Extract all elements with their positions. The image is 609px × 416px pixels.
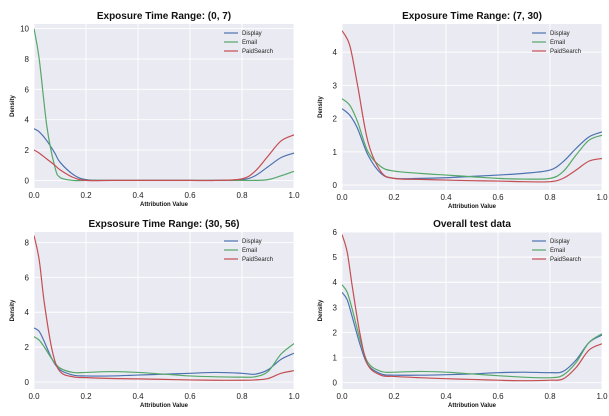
legend-label: Email	[550, 248, 565, 254]
x-tick-label: 0.0	[336, 392, 348, 401]
legend-label: PaidSearch	[242, 49, 273, 55]
legend-label: Email	[242, 40, 257, 46]
x-tick-label: 0.4	[440, 193, 452, 202]
series-line-display	[34, 327, 294, 377]
y-tick-label: 1	[333, 354, 338, 363]
chart-title: Exposure Time Range: (0, 7)	[97, 11, 231, 22]
y-tick-label: 8	[25, 55, 30, 64]
x-tick-label: 0.6	[184, 392, 196, 401]
legend-label: Display	[550, 239, 570, 245]
series-line-paidsearch	[342, 30, 602, 183]
chart-title: Expsosure Time Range: (30, 56)	[89, 219, 240, 230]
series-line-email	[342, 98, 602, 180]
y-tick-label: 3	[333, 303, 338, 312]
x-tick-label: 0.6	[184, 191, 196, 200]
y-tick-label: 2	[333, 115, 338, 124]
chart-panel-1: 0.0 0.2 0.4 0.6 0.8 1.0 0 2 4 6 8 10 Exposure Time R…	[10, 11, 300, 208]
plot-background	[342, 232, 602, 389]
series-line-paidsearch	[342, 234, 602, 382]
plot-background	[34, 232, 294, 389]
x-tick-label: 1.0	[596, 392, 608, 401]
y-tick-label: 5	[333, 253, 338, 262]
y-axis-label: Density	[10, 299, 16, 321]
x-axis-label: Attribution Value	[448, 204, 497, 210]
x-tick-label: 0.0	[28, 191, 40, 200]
y-tick-label: 8	[25, 238, 30, 247]
x-tick-label: 0.2	[388, 392, 400, 401]
x-tick-label: 1.0	[288, 392, 300, 401]
y-tick-label: 0	[333, 379, 338, 388]
y-tick-label: 2	[25, 146, 30, 155]
x-tick-label: 0.4	[132, 191, 144, 200]
legend: Display Email PaidSearch	[224, 239, 273, 263]
x-tick-label: 0.8	[544, 392, 556, 401]
chart-panel-4: 0.0 0.2 0.4 0.6 0.8 1.0 0 1 2 3 4 5 6 Overall test da…	[318, 219, 608, 409]
x-tick-label: 1.0	[596, 193, 608, 202]
y-tick-label: 10	[20, 25, 29, 34]
y-axis-label: Density	[10, 95, 16, 117]
legend-label: Display	[242, 239, 262, 245]
y-tick-label: 2	[25, 343, 30, 352]
legend-label: Email	[242, 248, 257, 254]
chart-panel-2: 0.0 0.2 0.4 0.6 0.8 1.0 0 1 2 3 4 Exposure Time Ran…	[318, 11, 608, 210]
y-tick-label: 0	[333, 181, 338, 190]
y-axis-label: Density	[318, 299, 324, 321]
x-tick-label: 0.2	[388, 193, 400, 202]
legend-label: PaidSearch	[242, 257, 273, 263]
x-axis-label: Attribution Value	[140, 202, 189, 208]
series-line-display	[342, 108, 602, 180]
y-axis-label: Density	[318, 96, 324, 118]
y-tick-label: 2	[333, 328, 338, 337]
legend: Display Email PaidSearch	[532, 239, 581, 263]
y-tick-label: 6	[25, 85, 30, 94]
x-tick-label: 0.4	[132, 392, 144, 401]
series-line-email	[342, 284, 602, 379]
x-tick-label: 0.8	[544, 193, 556, 202]
series-line-display	[342, 291, 602, 376]
plot-background	[34, 24, 294, 188]
x-tick-label: 0.8	[236, 392, 248, 401]
x-tick-label: 0.4	[440, 392, 452, 401]
legend: Display Email PaidSearch	[224, 31, 273, 55]
y-tick-label: 4	[333, 48, 338, 57]
y-tick-label: 0	[25, 378, 30, 387]
x-tick-label: 0.2	[80, 191, 92, 200]
legend-label: Display	[242, 31, 262, 37]
x-tick-label: 0.6	[492, 193, 504, 202]
y-tick-label: 1	[333, 148, 338, 157]
legend-label: Display	[550, 31, 570, 37]
x-tick-label: 1.0	[288, 191, 300, 200]
x-tick-label: 0.2	[80, 392, 92, 401]
y-tick-label: 4	[25, 116, 30, 125]
chart-title: Overall test data	[433, 219, 511, 230]
x-tick-label: 0.8	[236, 191, 248, 200]
x-axis-label: Attribution Value	[448, 403, 497, 409]
x-tick-label: 0.6	[492, 392, 504, 401]
y-tick-label: 6	[333, 228, 338, 237]
series-line-paidsearch	[34, 235, 294, 381]
legend-label: Email	[550, 40, 565, 46]
chart-panel-3: 0.0 0.2 0.4 0.6 0.8 1.0 0 2 4 6 8 Expsosure Time Ra…	[10, 219, 300, 409]
legend-label: PaidSearch	[550, 257, 581, 263]
y-tick-label: 4	[333, 278, 338, 287]
chart-title: Exposure Time Range: (7, 30)	[402, 11, 542, 22]
x-tick-label: 0.0	[28, 392, 40, 401]
y-tick-label: 3	[333, 81, 338, 90]
plot-background	[342, 24, 602, 190]
y-tick-label: 6	[25, 273, 30, 282]
legend: Display Email PaidSearch	[532, 31, 581, 55]
x-tick-label: 0.0	[336, 193, 348, 202]
y-tick-label: 0	[25, 176, 30, 185]
y-tick-label: 4	[25, 308, 30, 317]
legend-label: PaidSearch	[550, 49, 581, 55]
x-axis-label: Attribution Value	[140, 403, 189, 409]
series-line-paidsearch	[34, 134, 294, 182]
series-line-email	[34, 336, 294, 378]
